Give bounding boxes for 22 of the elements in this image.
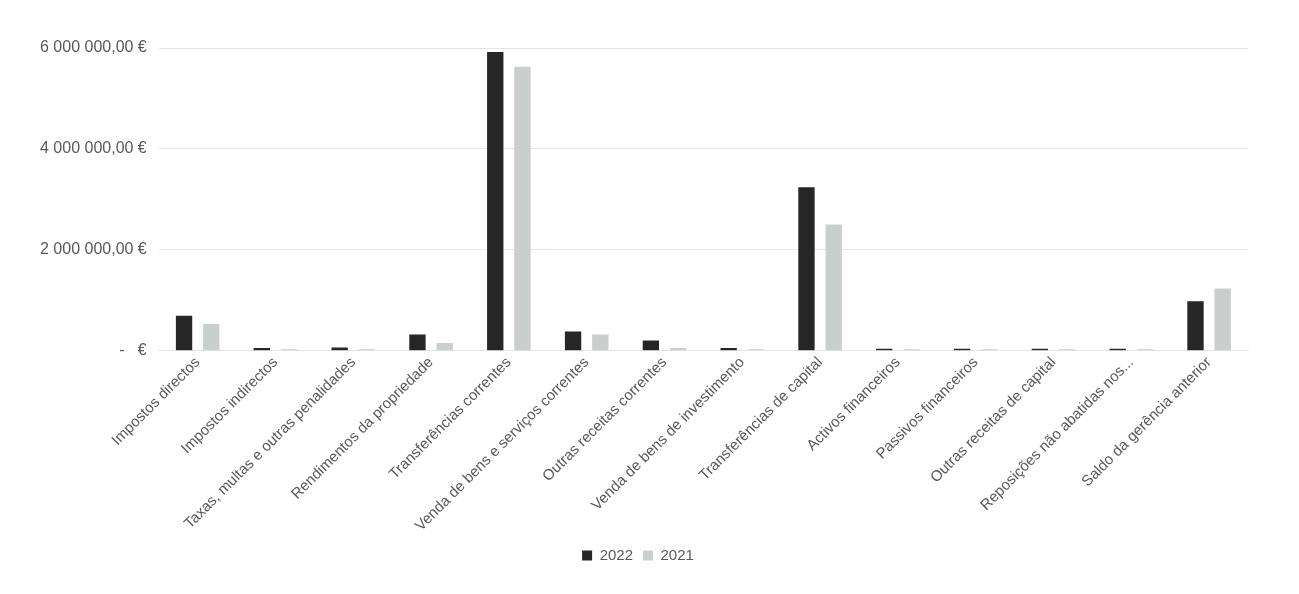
bar bbox=[592, 334, 609, 351]
y-tick-label: 2 000 000,00 € bbox=[40, 240, 147, 258]
bar bbox=[642, 340, 660, 351]
bar bbox=[253, 348, 271, 351]
bar bbox=[564, 331, 582, 351]
bar bbox=[669, 348, 687, 351]
bar bbox=[487, 52, 504, 351]
bar bbox=[1214, 288, 1231, 351]
bar bbox=[798, 187, 815, 351]
bar bbox=[175, 315, 193, 351]
legend-label: 2022 bbox=[599, 545, 634, 563]
bar bbox=[514, 66, 531, 351]
bar bbox=[203, 323, 220, 351]
bar bbox=[409, 334, 426, 351]
y-tick-label: 6 000 000,00 € bbox=[40, 38, 147, 56]
y-tick-label: - € bbox=[119, 341, 147, 359]
y-tick-label: 4 000 000,00 € bbox=[40, 139, 147, 157]
legend-label: 2021 bbox=[660, 545, 694, 563]
bar bbox=[720, 348, 737, 351]
bar bbox=[825, 224, 842, 351]
bar bbox=[436, 343, 453, 351]
bar bbox=[1187, 301, 1204, 351]
